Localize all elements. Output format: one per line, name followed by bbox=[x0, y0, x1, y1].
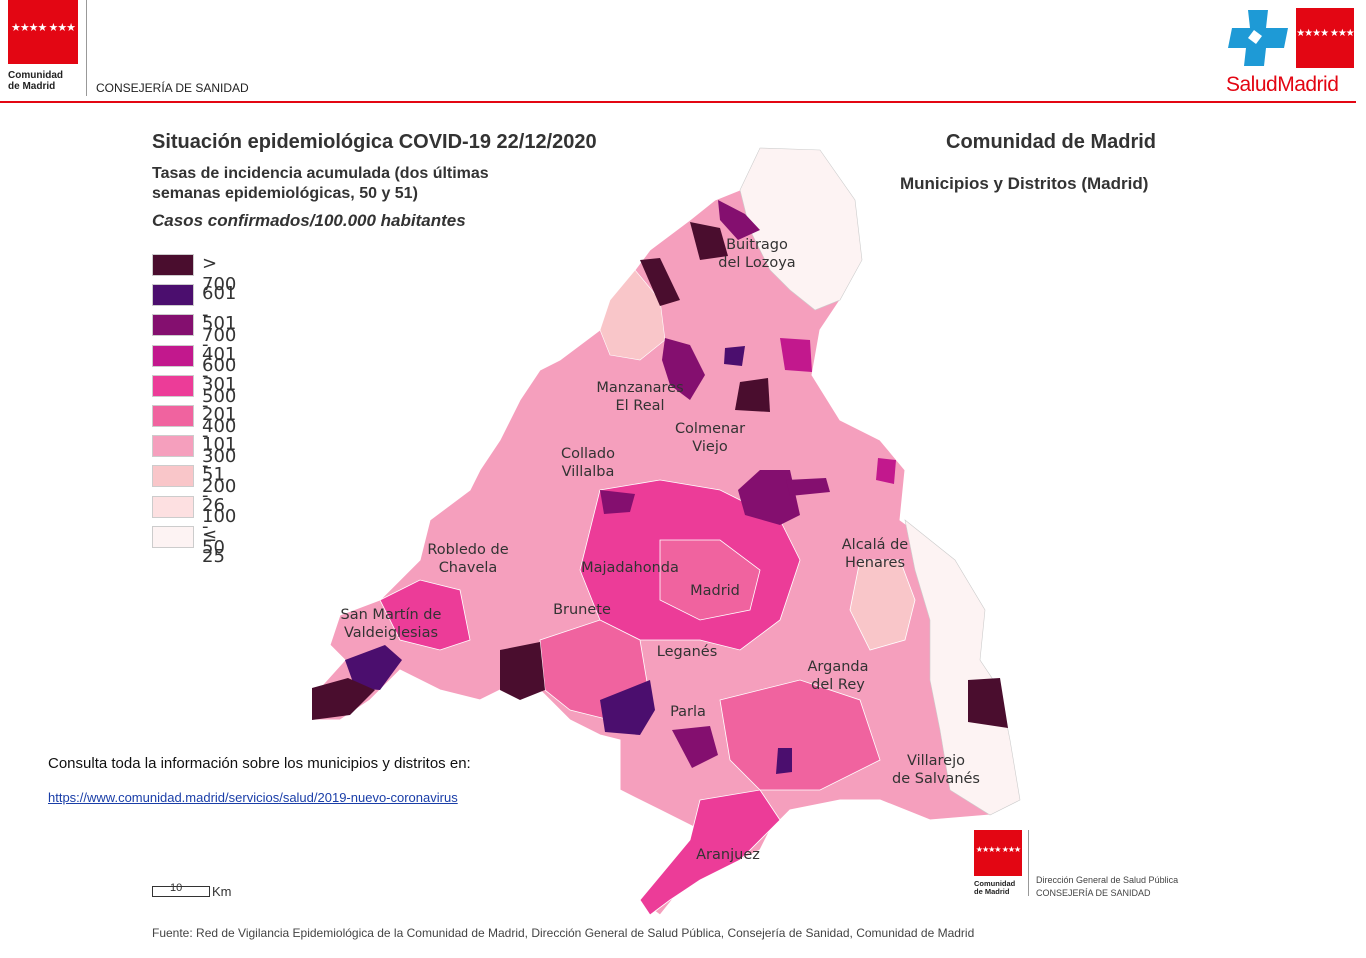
org-name: Comunidad de Madrid bbox=[8, 70, 78, 92]
org-name-line2: de Madrid bbox=[8, 81, 56, 92]
zone-purple-west bbox=[345, 645, 402, 690]
salud-madrid-flag: ★★★★ ★★★ bbox=[1296, 8, 1355, 68]
source-note: Fuente: Red de Vigilancia Epidemiológica… bbox=[152, 926, 975, 940]
legend-label: 26 - 50 bbox=[202, 494, 225, 558]
zone-madrid-city bbox=[659, 539, 761, 621]
label-leganes: Leganés bbox=[657, 644, 718, 660]
label-aranjuez: Aranjuez bbox=[696, 847, 760, 863]
legend-label: 401 - 500 bbox=[202, 343, 237, 407]
label-majadahonda: Majadahonda bbox=[581, 560, 679, 576]
footer-logo: ★★★★ ★★★ bbox=[974, 830, 1022, 876]
zone-purple-south bbox=[600, 680, 655, 735]
footer-logo-stars: ★★★★ ★★★ bbox=[975, 845, 1021, 854]
footer-dg-line2: CONSEJERÍA DE SANIDAD bbox=[1036, 888, 1151, 898]
legend-label: ≤ 25 bbox=[202, 524, 225, 567]
label-colmenar: Colmenar Viejo bbox=[675, 421, 745, 455]
scale-box bbox=[152, 886, 210, 897]
footer-dg-line1: Dirección General de Salud Pública bbox=[1036, 875, 1179, 885]
salud-madrid-wordmark: SaludMadrid bbox=[1226, 73, 1339, 96]
label-madrid: Madrid bbox=[690, 583, 740, 599]
legend-label: 501 - 600 bbox=[202, 313, 237, 377]
legend-swatch bbox=[152, 344, 194, 367]
label-manzanares: Manzanares El Real bbox=[596, 380, 683, 414]
logo-stars: ★★★★ ★★★ bbox=[10, 22, 76, 34]
legend-swatch bbox=[152, 525, 194, 548]
label-robledo: Robledo de Chavela bbox=[427, 542, 508, 576]
footer-org-line1: Comunidad bbox=[974, 879, 1016, 888]
zone-purple-4 bbox=[600, 490, 635, 514]
label-arganda: Arganda del Rey bbox=[808, 659, 869, 693]
label-parla: Parla bbox=[670, 704, 706, 720]
zone-northwest-dark bbox=[640, 258, 680, 306]
legend-label: 301 - 400 bbox=[202, 373, 237, 437]
zone-magenta-2 bbox=[724, 346, 745, 366]
cases-unit: Casos confirmados/100.000 habitantes bbox=[152, 211, 466, 230]
zone-dark-west bbox=[312, 678, 375, 720]
legend-label: 101 - 200 bbox=[202, 434, 237, 498]
info-link[interactable]: https://www.comunidad.madrid/servicios/s… bbox=[48, 790, 458, 805]
zone-east-low bbox=[904, 519, 1021, 816]
zone-north-dark bbox=[690, 222, 728, 260]
zone-purple-2 bbox=[738, 470, 800, 525]
label-brunete: Brunete bbox=[553, 602, 611, 618]
zone-purple-south-2 bbox=[672, 726, 718, 768]
map-subtitle: Tasas de incidencia acumulada (dos últim… bbox=[152, 165, 489, 202]
flag-stars: ★★★★ ★★★ bbox=[1296, 28, 1355, 39]
zone-north-purple bbox=[718, 200, 760, 240]
legend-label: 601 - 700 bbox=[202, 283, 237, 347]
zone-purple-south-3 bbox=[776, 748, 792, 774]
zone-dark-east bbox=[968, 678, 1008, 728]
incidence-map: Buitrago del Lozoya Manzanares El Real Col… bbox=[311, 147, 1021, 916]
zone-northwest-medium bbox=[599, 269, 666, 361]
legend-label: > 700 bbox=[202, 253, 237, 295]
map-title: Situación epidemiológica COVID-19 22/12/… bbox=[152, 131, 597, 153]
scale-unit: Km bbox=[212, 884, 232, 899]
header-rule bbox=[0, 101, 1356, 103]
legend-swatch bbox=[152, 254, 194, 276]
zone-purple-3 bbox=[786, 478, 830, 496]
zone-magenta-east bbox=[876, 458, 896, 484]
legend-swatch bbox=[152, 465, 194, 488]
footer-org-name: Comunidad de Madrid bbox=[974, 880, 1015, 896]
footer-divider bbox=[1028, 830, 1029, 896]
label-san-martin: San Martín de Valdeiglesias bbox=[341, 607, 442, 641]
legend-swatch bbox=[152, 374, 194, 397]
region-title: Comunidad de Madrid bbox=[946, 131, 1156, 153]
zone-purple-1 bbox=[662, 338, 705, 400]
comunidad-madrid-logo: ★★★★ ★★★ bbox=[8, 0, 78, 64]
salud-madrid-cross-icon bbox=[1228, 10, 1288, 66]
legend-swatch bbox=[152, 314, 194, 337]
legend-label: 51 - 100 bbox=[202, 464, 237, 528]
zone-west bbox=[379, 579, 471, 651]
label-collado: Collado Villalba bbox=[561, 446, 615, 480]
legend-swatch bbox=[152, 284, 194, 307]
zone-magenta-1 bbox=[780, 338, 812, 372]
footer-department: Dirección General de Salud Pública CONSE… bbox=[1036, 874, 1178, 900]
legend-swatch bbox=[152, 435, 194, 458]
zone-dark-3 bbox=[500, 642, 545, 700]
label-buitrago: Buitrago del Lozoya bbox=[718, 237, 795, 271]
org-name-line1: Comunidad bbox=[8, 70, 63, 81]
department-label: CONSEJERÍA DE SANIDAD bbox=[96, 81, 249, 95]
label-alcala: Alcalá de Henares bbox=[842, 537, 909, 571]
zone-aranjuez bbox=[639, 789, 781, 916]
zone-dark-2 bbox=[735, 378, 770, 412]
scale-value: 10 bbox=[170, 882, 183, 894]
legend-swatch bbox=[152, 404, 194, 427]
legend-label: 201 - 300 bbox=[202, 403, 237, 467]
region-subtitle: Municipios y Distritos (Madrid) bbox=[900, 174, 1149, 193]
label-villarejo: Villarejo de Salvanés bbox=[892, 753, 980, 787]
zone-east-medium bbox=[849, 559, 916, 651]
footer-org-line2: de Madrid bbox=[974, 887, 1010, 896]
legend-swatch bbox=[152, 495, 194, 518]
zone-southeast bbox=[719, 679, 881, 791]
info-text: Consulta toda la información sobre los m… bbox=[48, 755, 471, 772]
header-divider bbox=[86, 0, 87, 96]
